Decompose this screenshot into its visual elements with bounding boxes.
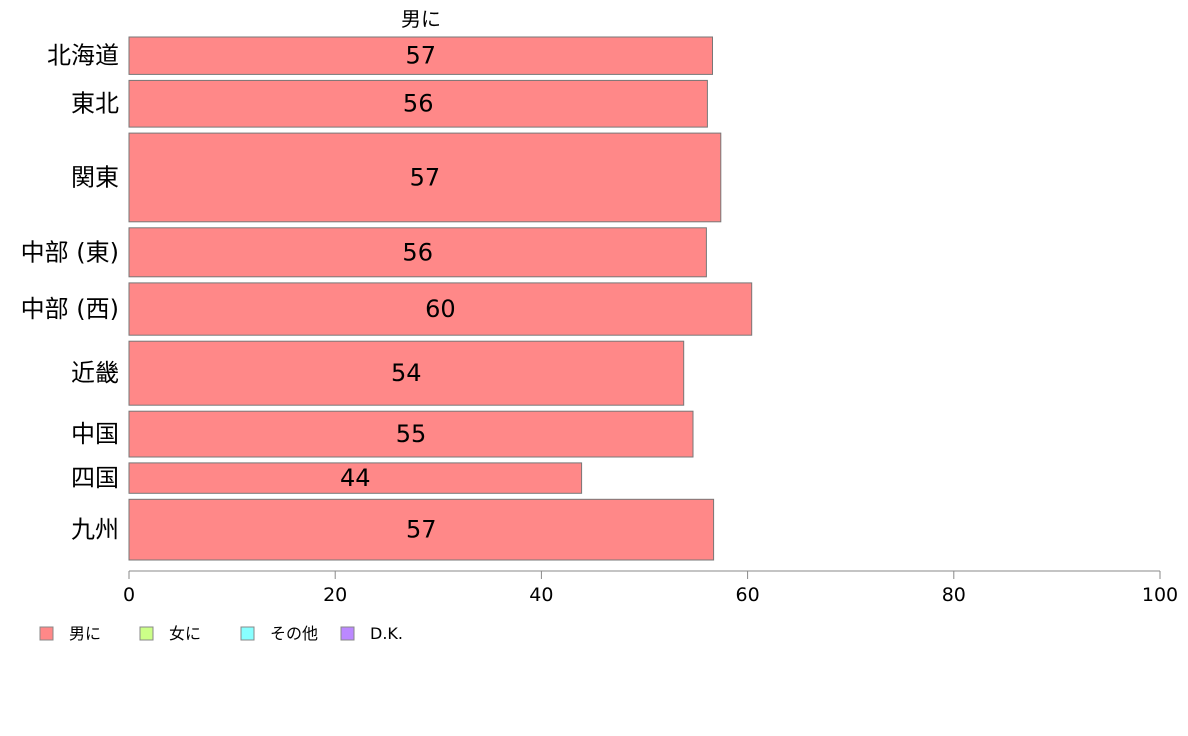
- bar-5: [128, 282, 753, 336]
- category-label: 関東: [71, 163, 119, 191]
- category-label: 九州: [71, 516, 119, 544]
- bar-value-label: 55: [396, 420, 427, 448]
- bar-value-label: 56: [403, 90, 434, 118]
- legend: 男に 女に その他 D.K.: [39, 624, 403, 643]
- bar-value-label: 57: [406, 42, 437, 70]
- x-tick-label: 40: [529, 584, 553, 606]
- legend-label: D.K.: [370, 624, 403, 643]
- bar-3: [128, 132, 722, 223]
- legend-label: その他: [270, 624, 318, 643]
- bar-value-label: 44: [340, 464, 371, 492]
- category-label: 中部 (西): [21, 295, 119, 323]
- category-label: 四国: [71, 464, 119, 492]
- bar-7: [128, 410, 694, 458]
- bar-value-label: 54: [391, 359, 422, 387]
- category-label: 中部 (東): [21, 238, 119, 266]
- x-tick-label: 80: [942, 584, 966, 606]
- x-tick-label: 60: [736, 584, 760, 606]
- bar-1: [128, 36, 713, 75]
- legend-label: 男に: [69, 624, 101, 643]
- bar-value-label: 57: [410, 163, 441, 191]
- bar-8: [128, 462, 583, 494]
- x-tick-label: 20: [323, 584, 347, 606]
- legend-swatch: [340, 626, 355, 641]
- category-label: 北海道: [47, 42, 119, 70]
- legend-swatch: [39, 626, 54, 641]
- legend-label: 女に: [169, 624, 201, 643]
- x-axis: 0 20 40 60 80 100: [123, 570, 1178, 606]
- bars-layer: 北海道 57 東北 56 関東 57 中部 (東) 56 中部 (西) 60 近畿 54 中国 55 四国 4…: [21, 36, 753, 561]
- bar-6: [128, 340, 685, 406]
- bar-value-label: 56: [402, 238, 433, 266]
- bar-2: [128, 79, 708, 128]
- category-label: 近畿: [71, 359, 119, 387]
- legend-swatch: [240, 626, 255, 641]
- category-label: 中国: [71, 420, 119, 448]
- bar-value-label: 57: [406, 516, 437, 544]
- series-title: 男に: [401, 7, 441, 31]
- x-tick-label: 100: [1142, 584, 1178, 606]
- bar-value-label: 60: [425, 295, 456, 323]
- x-tick-label: 0: [123, 584, 135, 606]
- bar-9: [128, 498, 715, 561]
- category-label: 東北: [71, 90, 119, 118]
- legend-swatch: [139, 626, 154, 641]
- bar-4: [128, 227, 707, 278]
